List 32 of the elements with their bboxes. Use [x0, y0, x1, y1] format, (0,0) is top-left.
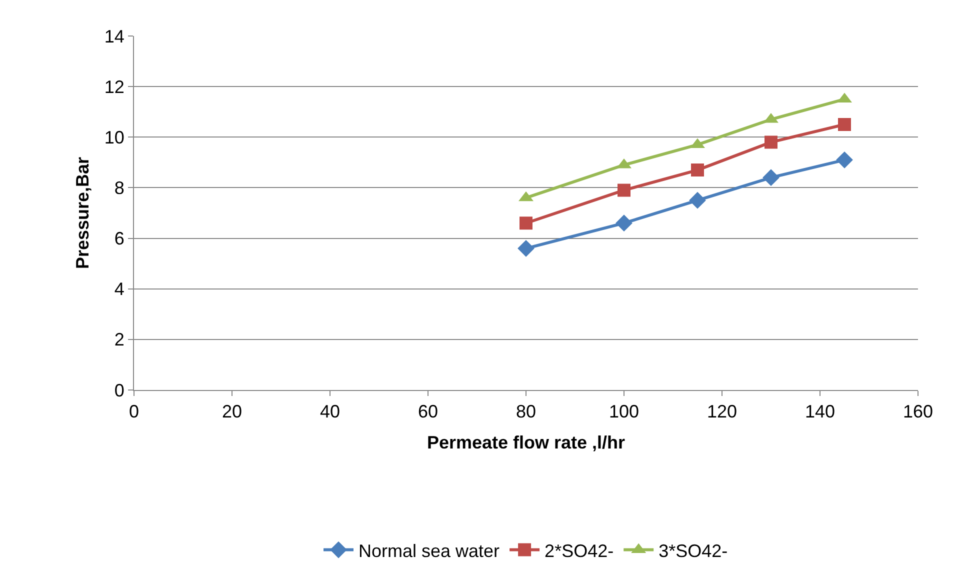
- legend-label: 2*SO42-: [544, 540, 614, 561]
- x-tick-label: 120: [706, 402, 738, 422]
- point: [689, 192, 706, 209]
- x-tick-label: 140: [804, 402, 836, 422]
- point: [520, 216, 532, 230]
- x-tick-label: 100: [608, 402, 640, 422]
- point: [618, 184, 630, 197]
- point: [838, 118, 851, 131]
- x-tick-label: 160: [902, 402, 934, 422]
- x-tick-label: 20: [222, 402, 242, 422]
- x-tick-label: 40: [320, 402, 340, 422]
- legend-label: Normal sea water: [358, 540, 500, 561]
- y-tick-label: 12: [104, 76, 124, 97]
- y-tick-label: 10: [104, 127, 124, 148]
- point: [762, 169, 780, 186]
- x-tick-label: 60: [418, 402, 438, 422]
- y-tick-label: 8: [114, 178, 124, 198]
- x-tick-label: 0: [128, 402, 140, 422]
- x-axis-title: Permeate flow rate ,l/hr: [426, 432, 626, 453]
- point: [691, 164, 704, 177]
- y-tick-label: 6: [114, 228, 124, 249]
- y-tick-label: 2: [114, 330, 124, 350]
- point: [616, 214, 632, 232]
- y-tick-label: 14: [104, 26, 124, 46]
- y-tick-label: 0: [114, 380, 124, 400]
- x-tick-label: 80: [516, 402, 536, 422]
- y-tick-label: 4: [114, 279, 124, 300]
- point: [836, 151, 853, 168]
- point: [518, 240, 534, 257]
- y-axis-title: Pressure,Bar: [72, 156, 93, 270]
- point: [764, 136, 778, 149]
- legend-label: 3*SO42-: [658, 540, 728, 561]
